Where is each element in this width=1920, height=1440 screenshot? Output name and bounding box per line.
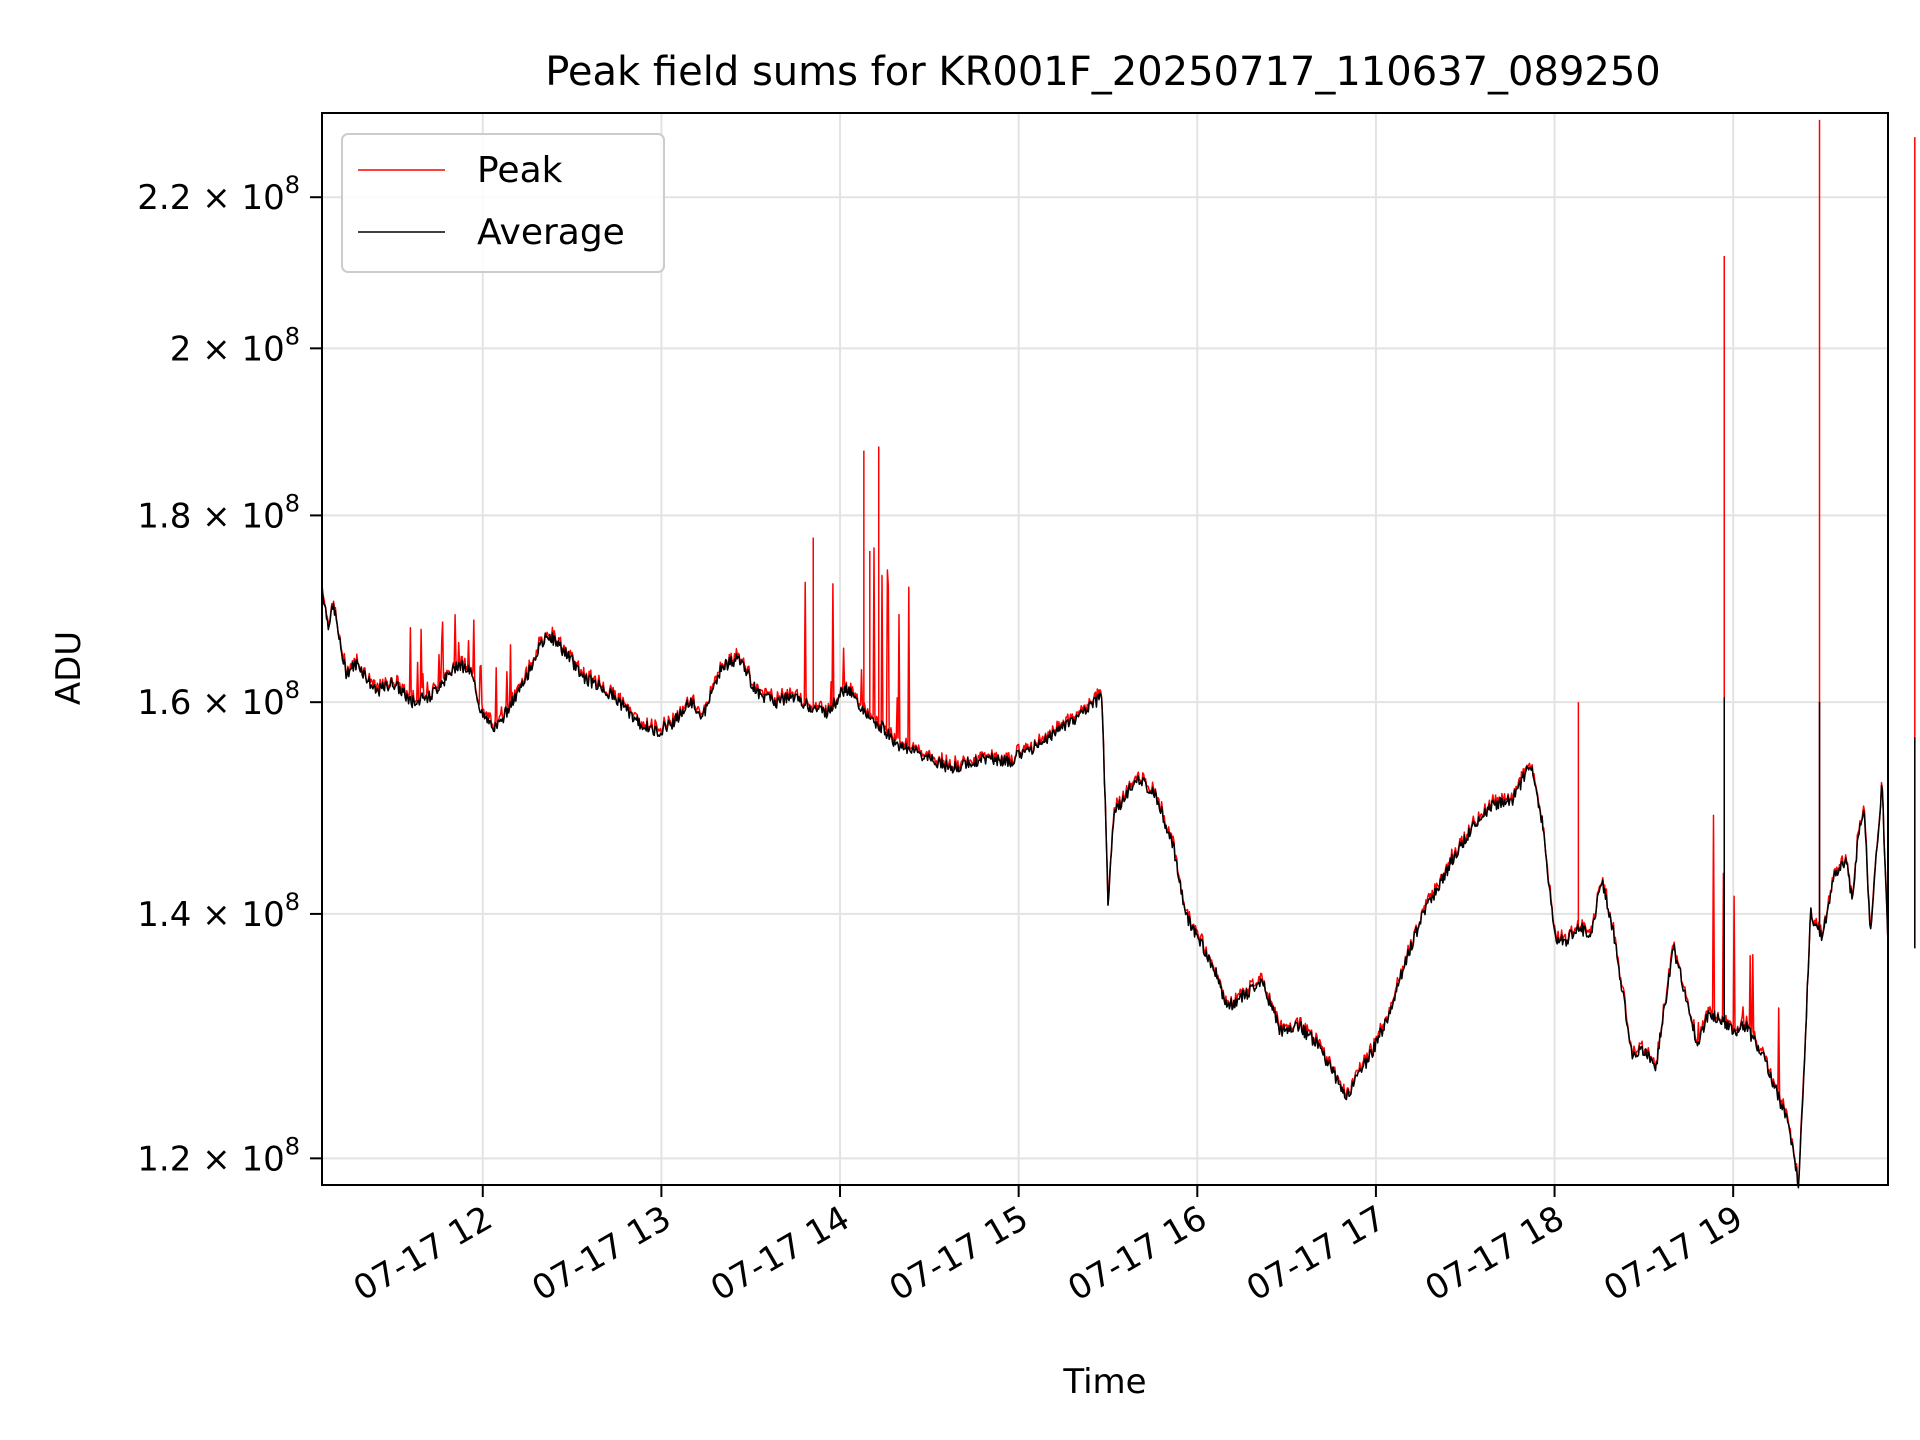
y-tick-multiplier: × [191, 496, 241, 536]
y-tick-mantissa: 1.6 [137, 683, 191, 723]
y-tick-base: 10 [241, 1139, 284, 1179]
legend-box [341, 133, 665, 273]
y-tick-base: 10 [241, 329, 284, 369]
legend-peak-label: Peak [477, 150, 563, 191]
y-tick-label: 2.2 × 108 [137, 171, 300, 218]
plot-frame [321, 112, 1889, 1186]
grid [322, 113, 1888, 1185]
y-tick-base: 10 [241, 496, 284, 536]
plot-area [322, 113, 1888, 1185]
series-layer [321, 119, 1916, 1189]
y-tick-mantissa: 1.4 [137, 895, 191, 935]
y-tick-multiplier: × [191, 683, 241, 723]
y-tick-label: 2 × 108 [170, 322, 300, 369]
y-tick-multiplier: × [191, 329, 241, 369]
y-tick-exponent: 8 [285, 171, 300, 199]
y-tick-base: 10 [241, 895, 284, 935]
y-tick-base: 10 [241, 178, 284, 218]
y-tick-multiplier: × [191, 895, 241, 935]
legend-average-label: Average [477, 212, 625, 253]
average-series-line [321, 587, 1889, 1189]
y-tick-multiplier: × [191, 178, 241, 218]
y-tick-label: 1.4 × 108 [137, 888, 300, 935]
y-tick-mantissa: 2 [170, 329, 192, 369]
y-tick-mantissa: 1.2 [137, 1139, 191, 1179]
y-tick-multiplier: × [191, 1139, 241, 1179]
y-tick-mantissa: 2.2 [137, 178, 191, 218]
y-tick-exponent: 8 [285, 322, 300, 350]
y-tick-mantissa: 1.8 [137, 496, 191, 536]
y-tick-exponent: 8 [285, 676, 300, 704]
x-axis-label: Time [1062, 1362, 1146, 1402]
chart-title: Peak field sums for KR001F_20250717_1106… [545, 49, 1661, 95]
y-tick-label: 1.2 × 108 [137, 1132, 300, 1179]
y-tick-label: 1.6 × 108 [137, 676, 300, 723]
y-axis-label: ADU [49, 631, 89, 705]
legend: Peak Average [341, 133, 665, 273]
y-tick-label: 1.8 × 108 [137, 489, 300, 536]
y-tick-exponent: 8 [285, 489, 300, 517]
y-tick-base: 10 [241, 683, 284, 723]
y-tick-exponent: 8 [285, 888, 300, 916]
y-tick-exponent: 8 [285, 1132, 300, 1160]
